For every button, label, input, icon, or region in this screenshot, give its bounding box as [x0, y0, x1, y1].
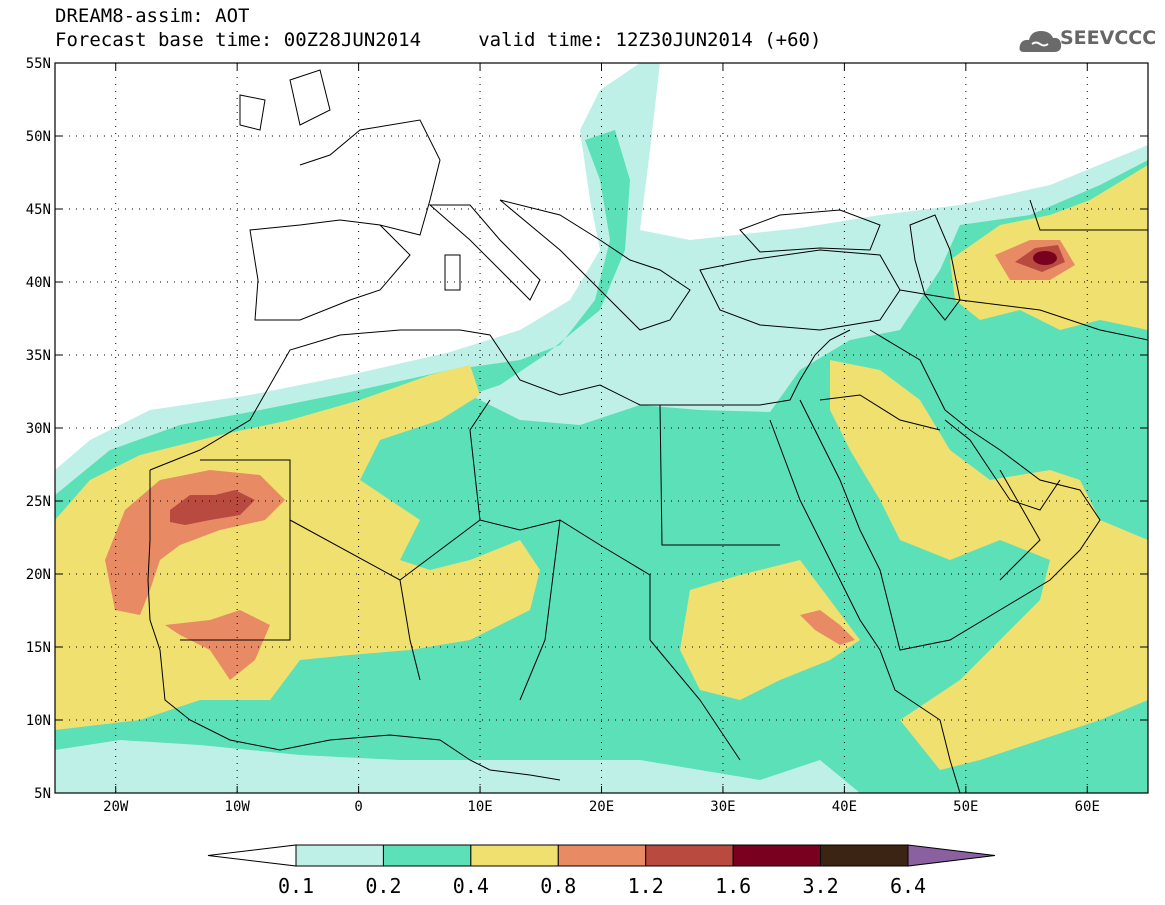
lat-tick-label: 35N: [26, 348, 51, 364]
aot-band-0.4-sudan: [680, 560, 860, 700]
aot-band-1.6: [1033, 251, 1057, 265]
colorbar-arrow-high: [907, 844, 996, 867]
colorbar-label: 0.4: [453, 874, 489, 898]
colorbar-arrow-low: [207, 844, 297, 867]
aot-band-0.4: [55, 365, 540, 730]
lat-tick-label: 5N: [34, 786, 51, 802]
coast-west-africa: [147, 470, 561, 781]
colorbar-segment: [732, 844, 822, 867]
colorbar-label: 3.2: [803, 874, 839, 898]
coast-france-uk: [239, 69, 441, 236]
lat-tick-label: 25N: [26, 494, 51, 510]
colorbar-segment: [645, 844, 734, 867]
coast-italy: [428, 204, 541, 301]
logo-text: SEEVCCC: [1060, 27, 1157, 49]
aot-band-0.8-ethiopia: [800, 610, 855, 645]
lon-tick-label: 60E: [1075, 799, 1100, 815]
colorbar-segment: [470, 844, 559, 867]
lat-tick-label: 15N: [26, 640, 51, 656]
lon-tick-label: 10E: [467, 799, 492, 815]
colorbar-label: 0.8: [540, 874, 576, 898]
border-middle-east: [819, 199, 1148, 581]
border-sahara: [180, 399, 780, 761]
colorbar-label: 1.6: [715, 874, 751, 898]
aot-field: [55, 63, 1148, 793]
lat-tick-label: 20N: [26, 567, 51, 583]
lon-tick-label: 50E: [953, 799, 978, 815]
lon-tick-label: 0: [354, 799, 362, 815]
aot-band-0.4-arabia: [830, 360, 1148, 770]
coast-gulf: [944, 419, 1061, 511]
lat-tick-label: 45N: [26, 202, 51, 218]
cloud-logo-icon: [1019, 31, 1062, 52]
coast-black-sea: [739, 209, 881, 253]
coast-turkey: [699, 249, 901, 331]
coast-arabia: [799, 399, 1101, 651]
lat-tick-label: 50N: [26, 129, 51, 145]
lat-tick-label: 10N: [26, 713, 51, 729]
lat-tick-label: 40N: [26, 275, 51, 291]
aot-band-1.2: [170, 490, 255, 525]
colorbar-label: 6.4: [890, 874, 926, 898]
coast-red-sea: [769, 419, 961, 793]
colorbar-segment: [295, 844, 384, 867]
colorbar-segment: [382, 844, 472, 867]
colorbar-label: 0.1: [278, 874, 314, 898]
title-line-2: Forecast base time: 00Z28JUN2014 valid t…: [55, 29, 822, 51]
lat-tick-label: 55N: [26, 56, 51, 72]
lon-tick-label: 10W: [225, 799, 251, 815]
coast-iberia: [249, 219, 411, 321]
coastlines: [147, 69, 1148, 793]
lon-tick-label: 40E: [832, 799, 857, 815]
colorbar: 0.1 0.2 0.4 0.8 1.2 1.6 3.2 6.4: [207, 844, 996, 898]
title-line-1: DREAM8-assim: AOT: [55, 5, 250, 27]
colorbar-segment: [820, 844, 909, 867]
colorbar-label: 0.2: [365, 874, 401, 898]
colorbar-segment: [557, 844, 647, 867]
coast-caspian: [909, 214, 961, 321]
colorbar-label: 1.2: [628, 874, 664, 898]
coast-balkans: [499, 199, 691, 331]
lon-tick-label: 20W: [103, 799, 129, 815]
lon-tick-label: 30E: [710, 799, 735, 815]
aot-band-0.8-mali: [165, 610, 270, 680]
lon-tick-label: 20E: [589, 799, 614, 815]
coast-north-africa: [149, 329, 851, 471]
lat-tick-label: 30N: [26, 421, 51, 437]
axes: 20W 10W 0 10E 20E 30E 40E 50E 60E 55N 50N 45N 40N 35N…: [26, 56, 1148, 815]
